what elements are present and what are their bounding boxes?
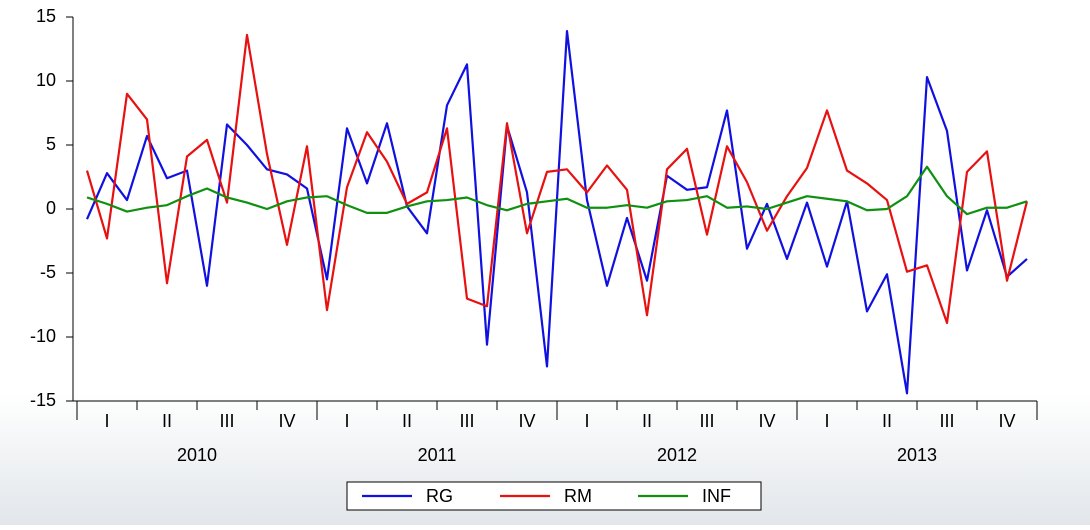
quarter-label: I <box>344 411 349 431</box>
y-tick-label: -5 <box>40 262 56 282</box>
quarter-label: III <box>699 411 714 431</box>
quarter-label: III <box>459 411 474 431</box>
year-label: 2011 <box>418 445 457 465</box>
quarter-label: I <box>584 411 589 431</box>
quarter-label: IV <box>758 411 775 431</box>
quarter-label: II <box>402 411 412 431</box>
year-label: 2010 <box>177 445 217 465</box>
legend <box>346 481 762 511</box>
quarter-label: I <box>104 411 109 431</box>
legend-label: RM <box>564 486 592 506</box>
legend-label: INF <box>702 486 731 506</box>
quarter-label: II <box>882 411 892 431</box>
y-tick-label: -10 <box>30 326 56 346</box>
y-tick-label: 5 <box>46 134 56 154</box>
legend-label: RG <box>426 486 453 506</box>
quarter-label: II <box>162 411 172 431</box>
quarter-label: IV <box>278 411 295 431</box>
year-label: 2013 <box>897 445 937 465</box>
quarter-label: I <box>824 411 829 431</box>
series-line <box>85 29 1028 395</box>
quarter-label: IV <box>998 411 1015 431</box>
y-tick-label: 0 <box>46 198 56 218</box>
quarter-label: II <box>642 411 652 431</box>
quarter-label: III <box>939 411 954 431</box>
quarter-label: III <box>219 411 234 431</box>
y-tick-label: 10 <box>36 70 56 90</box>
series-line <box>85 33 1029 325</box>
year-label: 2012 <box>657 445 697 465</box>
series-line <box>86 165 1028 216</box>
y-tick-label: 15 <box>36 6 56 26</box>
y-tick-label: -15 <box>30 390 56 410</box>
quarter-label: IV <box>518 411 535 431</box>
